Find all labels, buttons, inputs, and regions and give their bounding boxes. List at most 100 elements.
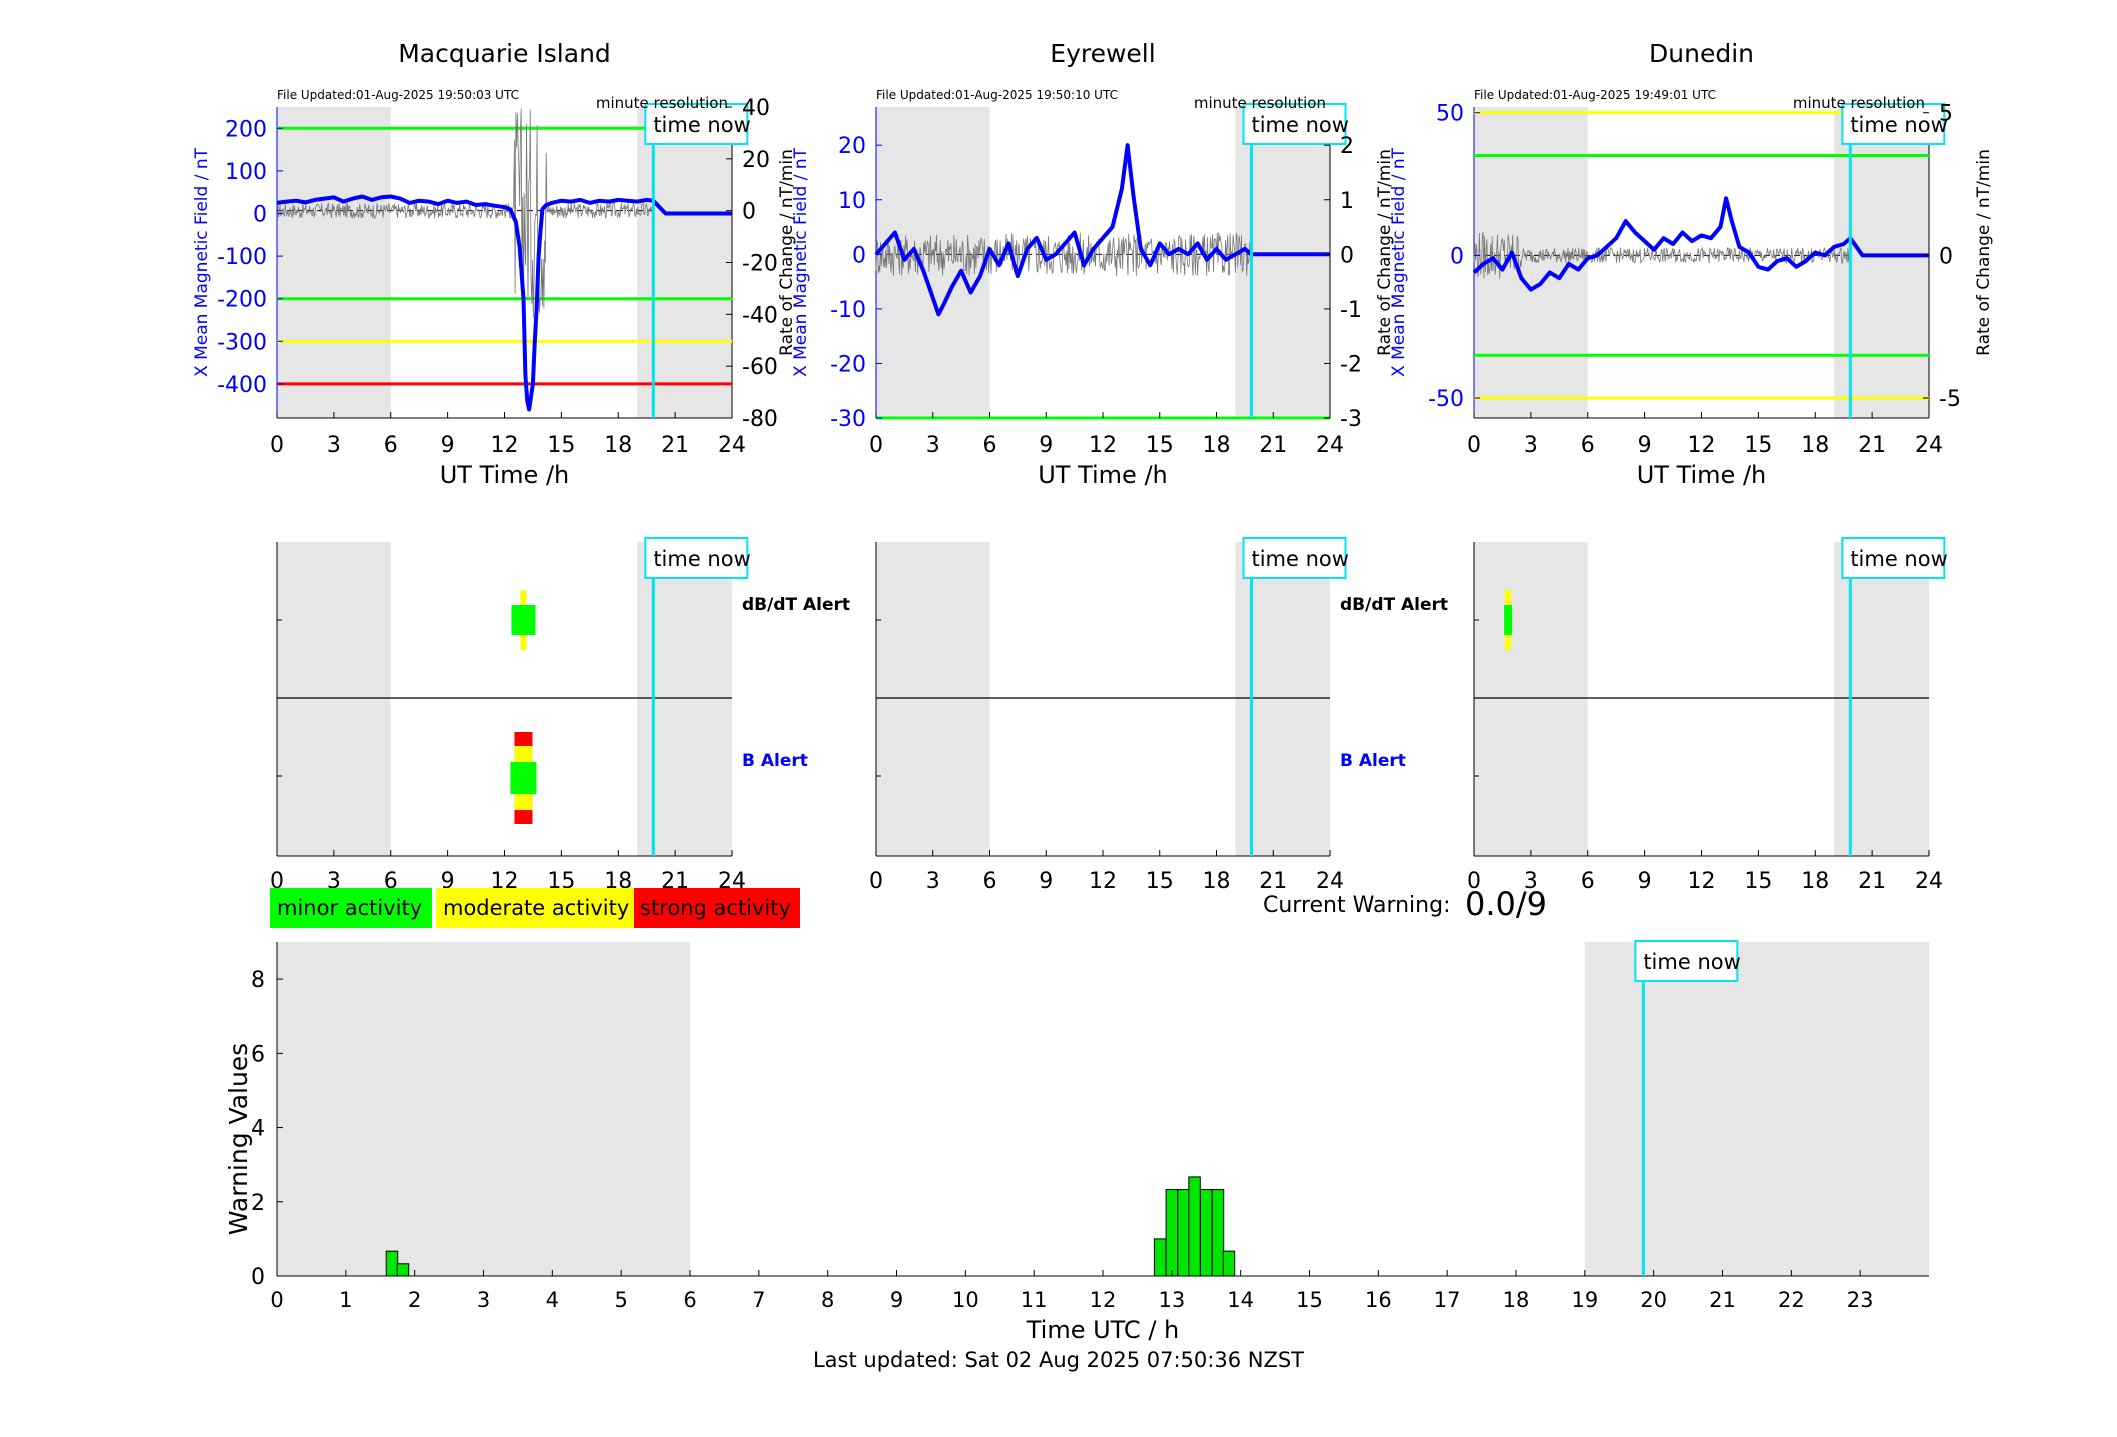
night-shading (1584, 942, 1929, 1276)
y-axis-label-right: Rate of Change / nT/min (1974, 149, 1994, 356)
alert-chart-3: time now 0 3 6 9 12 15 18 21 24 (1467, 537, 1948, 894)
warning-bar (1165, 1189, 1179, 1277)
y-axis-label-right: Rate of Change / nT/min (777, 149, 797, 356)
night-shading (277, 942, 690, 1276)
x-tick-label: 7 (752, 1288, 765, 1312)
dbdt-alert-label: dB/dT Alert (1340, 595, 1448, 615)
y-tick-label-left: 0 (1450, 244, 1464, 269)
x-tick-label: 4 (546, 1288, 559, 1312)
x-tick-label: 12 (1688, 433, 1716, 458)
x-axis-label: UT Time /h (1637, 461, 1767, 489)
resolution-label: minute resolution (596, 94, 728, 112)
legend-strong-activity: strong activity (634, 888, 800, 928)
time-now-label: time now (1251, 113, 1348, 137)
warning-bar (1211, 1189, 1225, 1277)
y-axis-label-left: X Mean Magnetic Field / nT (791, 147, 811, 377)
rate-of-change-trace (1473, 231, 1851, 280)
y-tick-label-right: -60 (742, 355, 778, 380)
y-tick-label-left: -100 (217, 245, 267, 270)
x-tick-label: 0 (1467, 433, 1481, 458)
x-tick-label: 0 (1467, 869, 1481, 894)
x-tick-label: 21 (1858, 433, 1886, 458)
x-tick-label: 6 (1581, 433, 1595, 458)
x-tick-label: 21 (1259, 869, 1287, 894)
b-alert-mark (510, 762, 537, 794)
x-tick-label: 15 (1744, 433, 1772, 458)
x-tick-label: 3 (477, 1288, 490, 1312)
x-tick-label: 9 (890, 1288, 903, 1312)
time-now-label: time now (1850, 113, 1947, 137)
x-tick-label: 21 (1709, 1288, 1736, 1312)
time-now-box (1841, 537, 1946, 579)
x-tick-label: 9 (1638, 433, 1652, 458)
legend-minor-activity: minor activity (270, 888, 432, 928)
x-tick-label: 18 (1801, 433, 1829, 458)
x-tick-label: 15 (1296, 1288, 1323, 1312)
night-shading (1474, 542, 1588, 856)
x-tick-label: 1 (339, 1288, 352, 1312)
y-tick-label-left: 200 (225, 117, 267, 142)
x-tick-label: 21 (661, 433, 689, 458)
x-tick-label: 23 (1847, 1288, 1874, 1312)
y-tick-label-right: 1 (1340, 189, 1354, 214)
y-tick-label-right: 0 (1340, 243, 1354, 268)
x-tick-label: 6 (384, 433, 398, 458)
y-tick-label-right: -5 (1939, 387, 1961, 412)
mean-field-series (874, 143, 1330, 317)
mean-field-series (276, 194, 732, 412)
night-shading (1235, 542, 1330, 856)
y-tick-label-left: -200 (217, 288, 267, 313)
x-tick-label: 16 (1365, 1288, 1392, 1312)
b-alert-label: B Alert (1340, 751, 1406, 771)
time-now-label: time now (653, 547, 750, 571)
x-tick-label: 12 (491, 433, 519, 458)
y-tick-label-right: -1 (1340, 298, 1362, 323)
x-tick-label: 17 (1434, 1288, 1461, 1312)
x-tick-label: 21 (1259, 433, 1287, 458)
time-now-box (644, 537, 749, 579)
x-tick-label: 11 (1021, 1288, 1048, 1312)
y-tick-label: 8 (251, 968, 265, 993)
x-tick-label: 9 (441, 869, 455, 894)
y-tick-label: 2 (251, 1191, 265, 1216)
x-tick-label: 8 (821, 1288, 834, 1312)
x-tick-label: 19 (1571, 1288, 1598, 1312)
x-tick-label: 18 (1503, 1288, 1530, 1312)
y-tick-label-right: 40 (742, 96, 770, 121)
alert-charts: time now 0 3 6 9 12 15 18 21 24 dB/dT Alert B Alert… (270, 537, 1948, 894)
time-now-label: time now (1643, 950, 1740, 974)
y-tick-label-right: 20 (742, 148, 770, 173)
night-shading (1834, 107, 1929, 418)
x-tick-label: 15 (547, 433, 575, 458)
x-tick-label: 24 (1316, 869, 1344, 894)
file-updated-label: File Updated:01-Aug-2025 19:49:01 UTC (1474, 88, 1716, 102)
x-tick-label: 14 (1227, 1288, 1254, 1312)
night-shading (1235, 107, 1330, 418)
y-tick-label-right: -80 (742, 407, 778, 432)
x-tick-label: 9 (441, 433, 455, 458)
x-tick-label: 15 (1146, 869, 1174, 894)
x-tick-label: 18 (1801, 869, 1829, 894)
x-tick-label: 24 (1915, 433, 1943, 458)
dbdt-alert-mark (1504, 605, 1513, 635)
x-tick-label: 6 (983, 433, 997, 458)
resolution-label: minute resolution (1793, 94, 1925, 112)
y-tick-label-left: -20 (830, 352, 866, 377)
station-chart-1: time now2001000-100-200-300-40040200-20-… (192, 39, 797, 489)
y-tick-label-left: -30 (830, 407, 866, 432)
dbdt-alert-label: dB/dT Alert (742, 595, 850, 615)
x-tick-label: 6 (1581, 869, 1595, 894)
y-tick-label-left: 10 (838, 189, 866, 214)
x-tick-label: 3 (327, 433, 341, 458)
y-tick-label-left: 0 (253, 203, 267, 228)
station-title: Dunedin (1649, 39, 1754, 68)
x-tick-label: 13 (1158, 1288, 1185, 1312)
b-alert-label: B Alert (742, 751, 808, 771)
warning-bar (1222, 1250, 1236, 1277)
y-tick-label-left: 100 (225, 160, 267, 185)
resolution-label: minute resolution (1194, 94, 1326, 112)
